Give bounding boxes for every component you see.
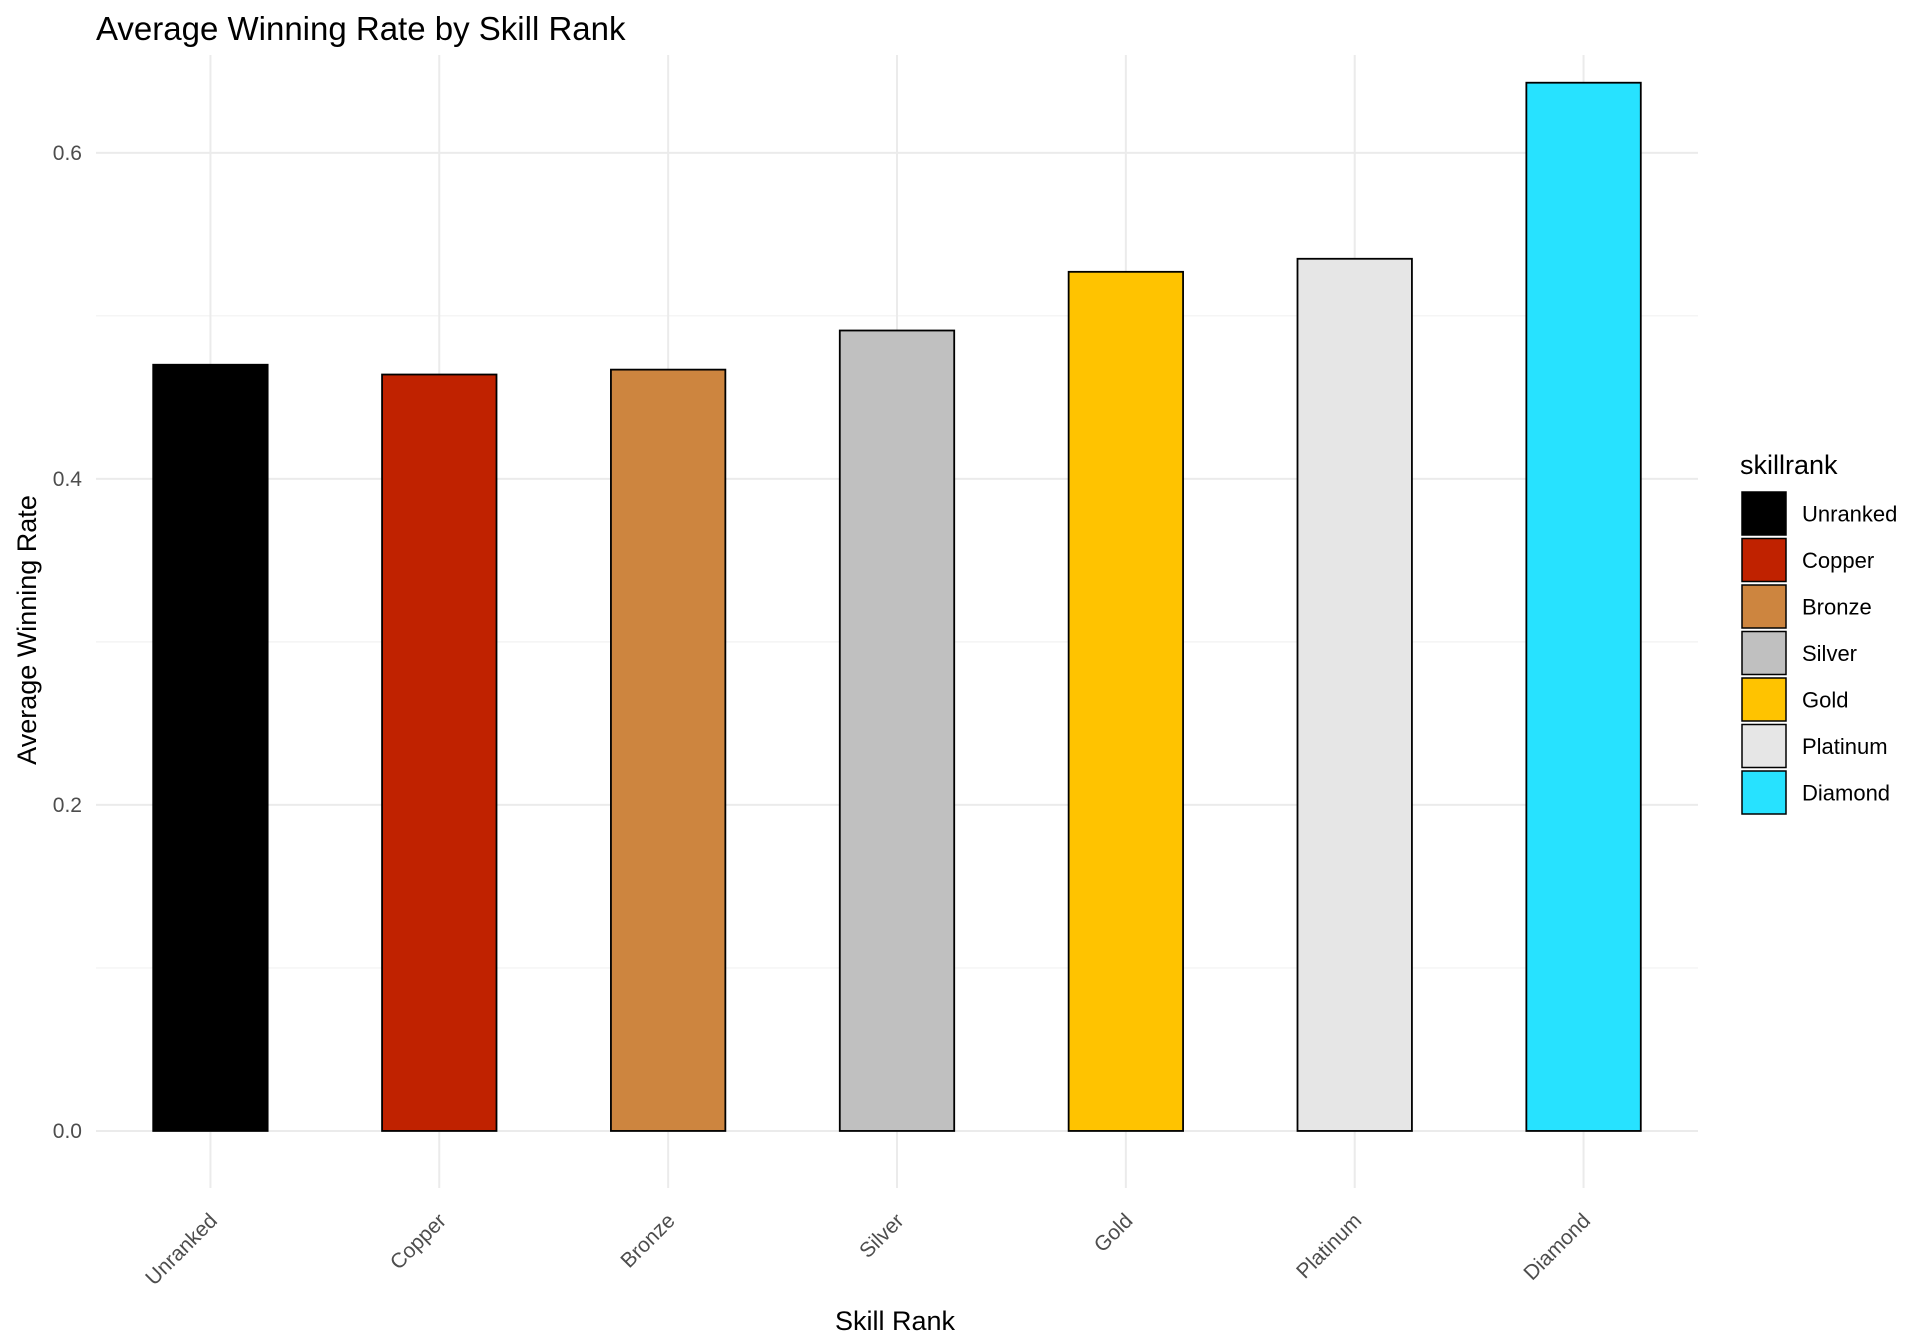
- x-tick-label: Gold: [1090, 1209, 1138, 1257]
- bar-bronze: [610, 368, 727, 1132]
- legend-label: Diamond: [1802, 781, 1890, 806]
- y-axis-ticks: 0.0 0.2 0.4 0.6: [53, 142, 83, 1143]
- x-axis-title: Skill Rank: [835, 1306, 956, 1336]
- legend-key-bronze: [1741, 584, 1787, 629]
- x-tick-label: Silver: [855, 1209, 908, 1262]
- legend-label: Bronze: [1802, 595, 1872, 620]
- y-tick-label: 0.4: [53, 468, 83, 491]
- legend-label: Unranked: [1802, 502, 1897, 527]
- legend-label: Copper: [1802, 548, 1874, 573]
- y-tick-label: 0.0: [53, 1120, 82, 1143]
- legend-key-diamond: [1741, 770, 1787, 815]
- y-tick-label: 0.6: [53, 142, 82, 165]
- legend-title: skillrank: [1740, 450, 1838, 480]
- bar-diamond: [1525, 81, 1642, 1132]
- legend-key-unranked: [1741, 491, 1787, 536]
- x-tick-label: Unranked: [141, 1209, 222, 1290]
- bar-gold: [1067, 270, 1184, 1132]
- x-tick-label: Diamond: [1519, 1209, 1595, 1285]
- y-tick-label: 0.2: [53, 794, 82, 817]
- bars: [152, 81, 1642, 1132]
- x-axis-ticks: Unranked Copper Bronze Silver Gold Platinum Di…: [141, 1209, 1595, 1290]
- x-tick-label: Bronze: [616, 1209, 679, 1272]
- legend-key-copper: [1741, 537, 1787, 583]
- bar-copper: [381, 373, 498, 1132]
- legend-key-gold: [1741, 677, 1787, 722]
- bar-platinum: [1296, 257, 1413, 1132]
- legend-label: Silver: [1802, 641, 1857, 666]
- legend-label: Gold: [1802, 688, 1848, 713]
- legend-label: Platinum: [1802, 734, 1888, 759]
- chart-title: Average Winning Rate by Skill Rank: [96, 10, 626, 47]
- legend-key-platinum: [1741, 723, 1787, 769]
- bar-silver: [838, 329, 956, 1132]
- legend-key-silver: [1741, 630, 1787, 676]
- y-axis-title: Average Winning Rate: [12, 495, 42, 765]
- legend: skillrank Unranked Copper Bronze Silver Gold…: [1740, 450, 1897, 815]
- x-tick-label: Platinum: [1292, 1209, 1366, 1283]
- x-tick-label: Copper: [386, 1209, 451, 1274]
- bar-unranked: [152, 363, 269, 1132]
